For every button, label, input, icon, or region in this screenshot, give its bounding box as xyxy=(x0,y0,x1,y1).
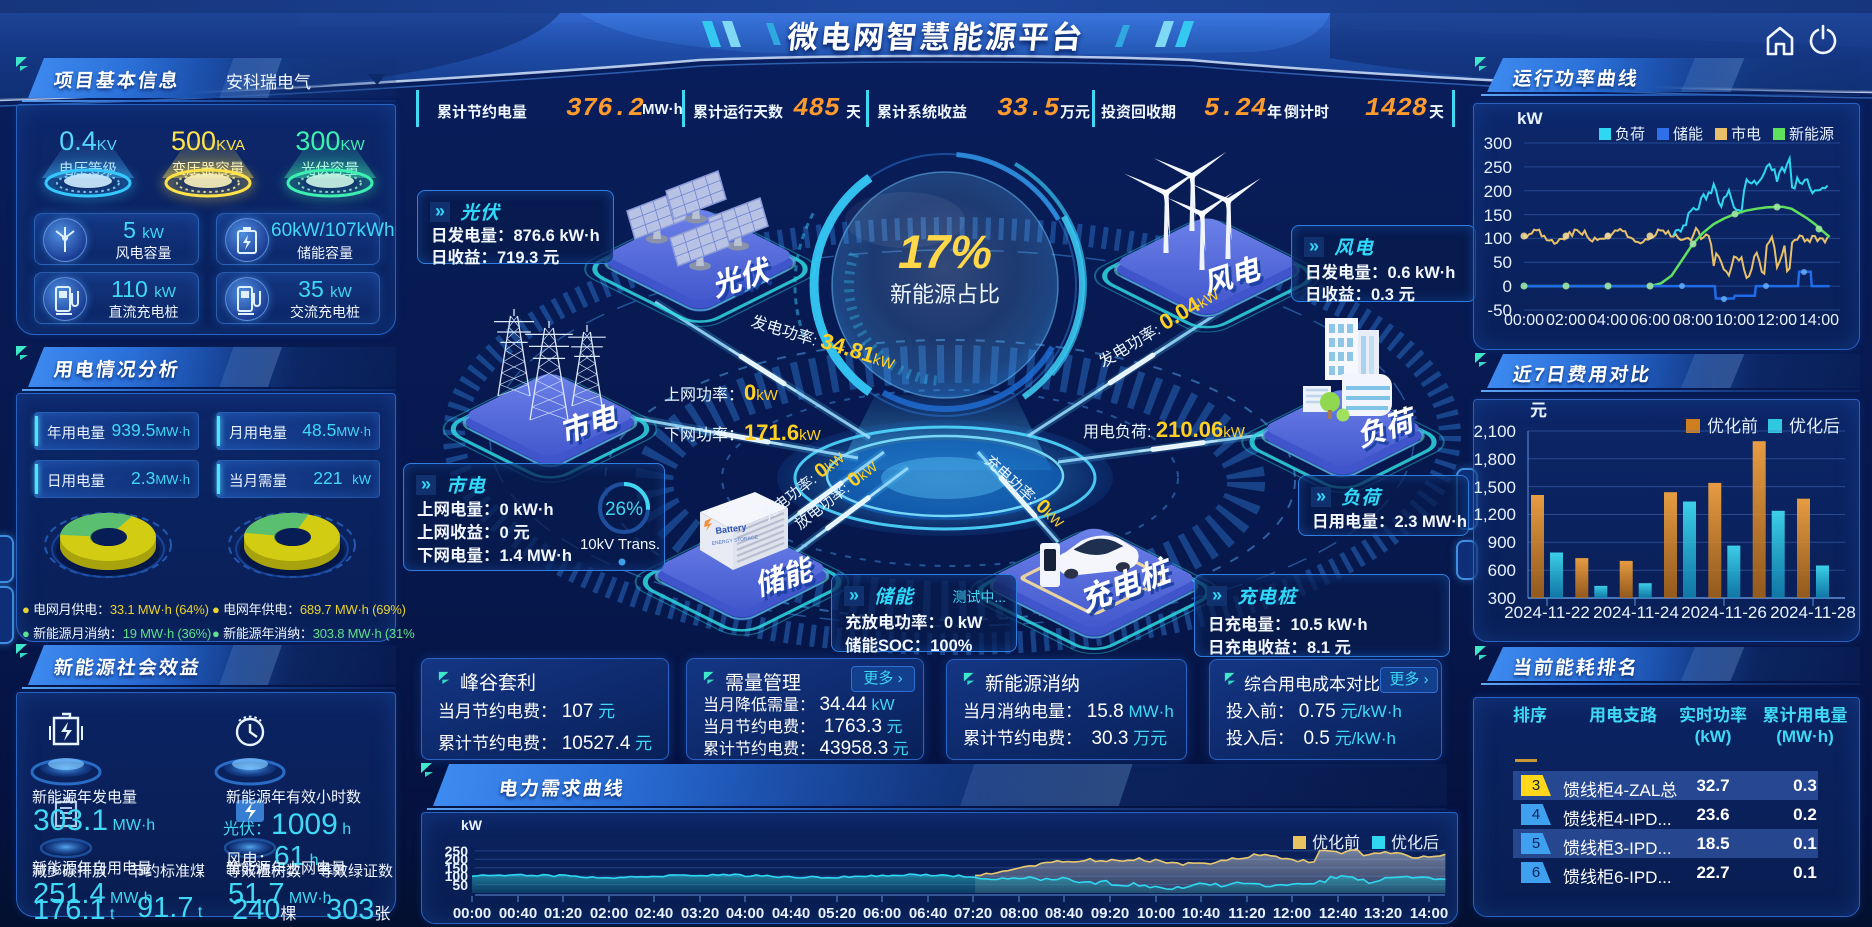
svg-text:0: 0 xyxy=(1503,277,1512,296)
svg-text:02:00: 02:00 xyxy=(590,905,628,922)
svg-text:150: 150 xyxy=(1484,206,1512,225)
svg-text:250: 250 xyxy=(445,843,469,859)
svg-text:优化前: 优化前 xyxy=(1312,834,1360,852)
svg-text:09:20: 09:20 xyxy=(1091,905,1129,922)
svg-text:Battery: Battery xyxy=(715,522,747,536)
svg-text:2024-11-24: 2024-11-24 xyxy=(1593,603,1679,622)
svg-text:新能源占比: 新能源占比 xyxy=(890,282,1000,307)
svg-text:新能源: 新能源 xyxy=(1789,126,1834,143)
svg-text:200: 200 xyxy=(445,851,469,867)
svg-text:2024-11-26: 2024-11-26 xyxy=(1681,603,1767,622)
svg-text:2,100: 2,100 xyxy=(1473,422,1516,441)
svg-text:储能: 储能 xyxy=(1673,126,1703,143)
svg-text:优化后: 优化后 xyxy=(1391,834,1439,852)
svg-text:07:20: 07:20 xyxy=(954,905,992,922)
svg-text:00:40: 00:40 xyxy=(499,905,537,922)
svg-text:14:00: 14:00 xyxy=(1410,905,1448,922)
svg-text:12:40: 12:40 xyxy=(1319,905,1357,922)
svg-text:26%: 26% xyxy=(605,499,643,520)
svg-text:kW: kW xyxy=(1517,109,1543,128)
svg-text:11:20: 11:20 xyxy=(1228,905,1266,922)
svg-text:13:20: 13:20 xyxy=(1364,905,1402,922)
svg-text:-50: -50 xyxy=(1487,301,1512,320)
svg-text:优化后: 优化后 xyxy=(1789,417,1840,436)
svg-text:08:00: 08:00 xyxy=(1000,905,1038,922)
svg-text:04:00: 04:00 xyxy=(726,905,764,922)
svg-text:04:40: 04:40 xyxy=(772,905,810,922)
svg-text:17%: 17% xyxy=(898,225,992,278)
svg-text:10kV Trans.: 10kV Trans. xyxy=(580,536,660,553)
svg-text:10:00: 10:00 xyxy=(1137,905,1175,922)
svg-text:50: 50 xyxy=(452,877,468,893)
svg-text:600: 600 xyxy=(1488,561,1516,580)
svg-text:08:00: 08:00 xyxy=(1673,312,1713,329)
svg-text:200: 200 xyxy=(1484,182,1512,201)
svg-text:优化前: 优化前 xyxy=(1707,417,1758,436)
svg-text:150: 150 xyxy=(445,860,469,876)
svg-text:08:40: 08:40 xyxy=(1045,905,1083,922)
svg-text:50: 50 xyxy=(1493,253,1512,272)
svg-text:100: 100 xyxy=(445,868,469,884)
svg-text:300: 300 xyxy=(1484,134,1512,153)
svg-text:负荷: 负荷 xyxy=(1615,126,1645,143)
svg-text:05:20: 05:20 xyxy=(818,905,856,922)
svg-text:10:00: 10:00 xyxy=(1715,312,1755,329)
svg-text:100: 100 xyxy=(1484,229,1512,248)
svg-text:02:00: 02:00 xyxy=(1546,312,1586,329)
svg-text:10:40: 10:40 xyxy=(1182,905,1220,922)
svg-text:市电: 市电 xyxy=(1731,126,1761,143)
svg-text:元: 元 xyxy=(1530,401,1547,420)
svg-text:06:40: 06:40 xyxy=(909,905,947,922)
svg-text:06:00: 06:00 xyxy=(863,905,901,922)
svg-text:14:00: 14:00 xyxy=(1799,312,1839,329)
svg-text:00:00: 00:00 xyxy=(1504,312,1544,329)
svg-text:2024-11-28: 2024-11-28 xyxy=(1770,603,1856,622)
svg-text:1,200: 1,200 xyxy=(1473,505,1516,524)
svg-text:04:00: 04:00 xyxy=(1588,312,1628,329)
svg-text:02:40: 02:40 xyxy=(635,905,673,922)
svg-text:12:00: 12:00 xyxy=(1273,905,1311,922)
svg-text:00:00: 00:00 xyxy=(453,905,491,922)
svg-text:12:00: 12:00 xyxy=(1757,312,1797,329)
svg-text:1,500: 1,500 xyxy=(1473,478,1516,497)
svg-text:01:20: 01:20 xyxy=(544,905,582,922)
svg-text:900: 900 xyxy=(1488,533,1516,552)
svg-text:06:00: 06:00 xyxy=(1630,312,1670,329)
svg-text:kW: kW xyxy=(461,817,483,833)
svg-text:1,800: 1,800 xyxy=(1473,450,1516,469)
svg-text:2024-11-22: 2024-11-22 xyxy=(1504,603,1590,622)
svg-text:300: 300 xyxy=(1488,589,1516,608)
svg-text:03:20: 03:20 xyxy=(681,905,719,922)
svg-text:250: 250 xyxy=(1484,158,1512,177)
